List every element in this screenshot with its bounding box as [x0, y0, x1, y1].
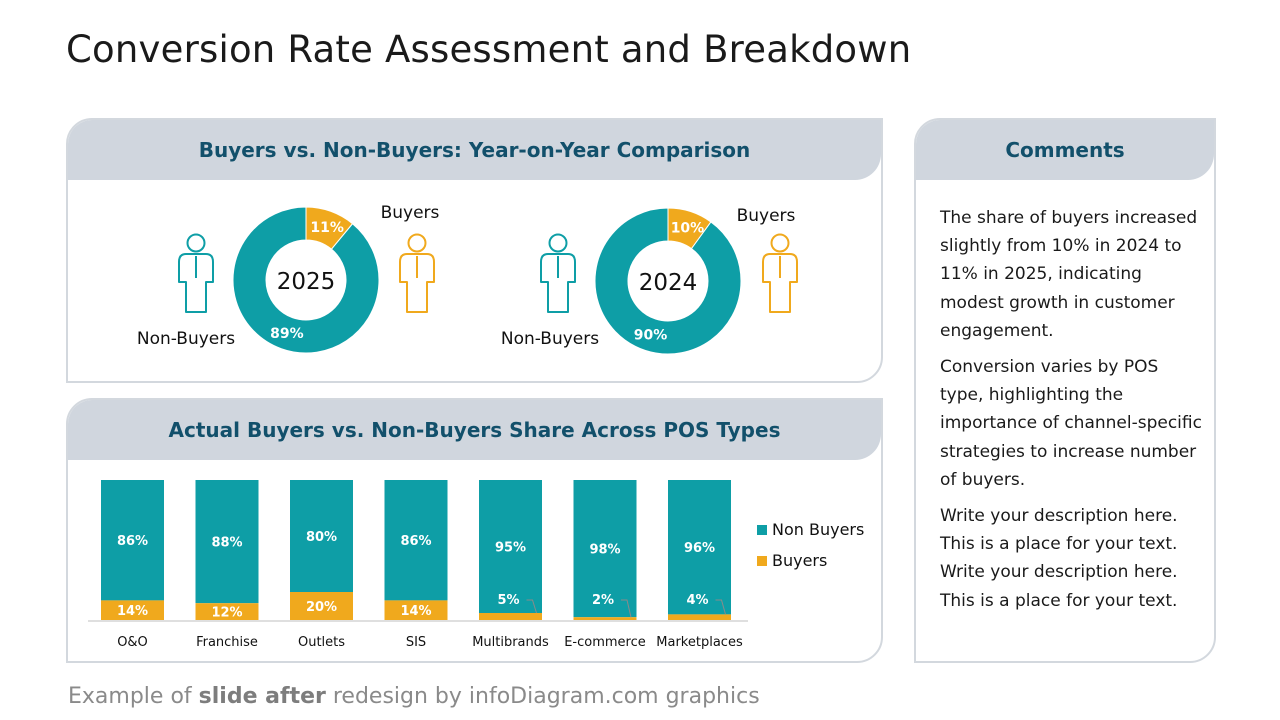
donut-chart-2025: 2025 11% 89% Non-Buyers Buyers	[137, 203, 440, 354]
legend-swatch-buyers	[757, 556, 767, 566]
donut-panel-header: Buyers vs. Non-Buyers: Year-on-Year Comp…	[68, 120, 881, 180]
page-title: Conversion Rate Assessment and Breakdown	[66, 28, 912, 71]
bar-label-buyers: 4%	[686, 593, 708, 608]
buyer-person-icon	[399, 233, 435, 313]
donut-hole	[267, 241, 345, 319]
donut-legend-buyers: Buyers	[381, 203, 440, 223]
non-buyer-person-icon	[540, 233, 576, 313]
x-tick-label: Marketplaces	[656, 635, 743, 650]
bar-label-non-buyers: 80%	[306, 530, 337, 545]
x-tick-label: Multibrands	[472, 635, 549, 650]
x-tick-label: O&O	[117, 635, 148, 650]
x-tick-label: SIS	[406, 635, 426, 650]
donut-label-non-buyers: 90%	[634, 328, 668, 344]
footer-credit: Example of slide after redesign by infoD…	[68, 684, 760, 709]
bar-label-buyers: 14%	[117, 604, 148, 619]
footer-suffix: redesign by infoDiagram.com graphics	[325, 684, 760, 709]
donut-legend-non-buyers: Non-Buyers	[137, 329, 235, 349]
x-tick-label: Outlets	[298, 635, 345, 650]
footer-prefix: Example of	[68, 684, 199, 709]
person-body	[178, 253, 214, 313]
person-body	[540, 253, 576, 313]
bar-legend: Non Buyers Buyers	[757, 520, 864, 570]
bar-buyers	[668, 614, 731, 620]
bar-buyers	[101, 600, 164, 620]
donut-label-non-buyers: 89%	[270, 326, 304, 342]
buyer-person-icon	[762, 233, 798, 313]
bar-group-1: 88% 12% Franchise	[195, 480, 259, 650]
non-buyer-person-icon	[178, 233, 214, 313]
bar-non-buyers	[101, 480, 164, 601]
person-head	[548, 233, 568, 253]
bar-non-buyers	[195, 480, 259, 604]
comments-panel: Comments The share of buyers increased s…	[914, 118, 1216, 663]
person-head	[770, 233, 790, 253]
bar-group-3: 86% 14% SIS	[384, 480, 448, 650]
donut-slice-non-buyers	[594, 207, 742, 355]
bar-panel-header: Actual Buyers vs. Non-Buyers Share Acros…	[68, 400, 881, 460]
pos-bar-panel: Actual Buyers vs. Non-Buyers Share Acros…	[66, 398, 883, 663]
bar-buyers	[479, 613, 542, 620]
person-body	[762, 253, 798, 313]
bar-group-0: 86% 14% O&O	[101, 480, 164, 650]
donut-comparison-panel: Buyers vs. Non-Buyers: Year-on-Year Comp…	[66, 118, 883, 383]
bar-non-buyers	[668, 480, 731, 615]
bar-label-buyers: 20%	[306, 600, 337, 615]
x-tick-label: Franchise	[196, 635, 258, 650]
donut-center-label: 2025	[277, 269, 336, 295]
donut-label-buyers: 11%	[310, 220, 344, 236]
bar-label-non-buyers: 96%	[684, 541, 715, 556]
legend-swatch-non-buyers	[757, 525, 767, 535]
bar-group-2: 80% 20% Outlets	[290, 480, 353, 650]
bar-buyers	[290, 592, 353, 620]
donut-slice-non-buyers	[232, 206, 380, 354]
bar-label-buyers: 5%	[497, 593, 519, 608]
donut-legend-non-buyers: Non-Buyers	[501, 329, 599, 349]
bar-label-buyers: 12%	[211, 606, 242, 621]
pos-stacked-bar-chart: 86% 14% O&O 88% 12% Franchise 80% 20% Outlets 86%…	[88, 480, 864, 650]
donut-center-label: 2024	[639, 270, 698, 296]
legend-label-buyers: Buyers	[772, 551, 827, 570]
bar-label-buyers: 14%	[400, 604, 431, 619]
bar-buyers	[573, 617, 637, 620]
footer-bold: slide after	[198, 684, 326, 709]
x-tick-label: E-commerce	[564, 635, 646, 650]
bar-label-leader	[526, 599, 537, 614]
bar-non-buyers	[290, 480, 353, 592]
bar-label-leader	[621, 599, 632, 618]
donut-hole	[629, 242, 707, 320]
bar-non-buyers	[479, 480, 542, 613]
comment-paragraph: Write your description here. This is a p…	[940, 506, 1178, 611]
bar-label-non-buyers: 86%	[117, 534, 148, 549]
person-head	[407, 233, 427, 253]
bar-label-non-buyers: 88%	[211, 536, 242, 551]
bar-group-4: 95% 5% Multibrands	[472, 480, 549, 650]
donut-label-buyers: 10%	[671, 220, 705, 236]
bar-non-buyers	[384, 480, 448, 601]
person-head	[186, 233, 206, 253]
bar-label-non-buyers: 86%	[400, 534, 431, 549]
bar-label-leader	[715, 599, 726, 615]
bar-label-buyers: 2%	[592, 593, 614, 608]
legend-label-non-buyers: Non Buyers	[772, 520, 864, 539]
comments-header: Comments	[916, 120, 1214, 180]
comments-body: The share of buyers increased slightly f…	[940, 204, 1202, 623]
bar-non-buyers	[573, 480, 637, 618]
donut-legend-buyers: Buyers	[737, 206, 796, 226]
bar-label-non-buyers: 98%	[589, 543, 620, 558]
donut-chart-2024: 2024 10% 90% Non-Buyers Buyers	[501, 206, 798, 355]
person-body	[399, 253, 435, 313]
comment-paragraph: The share of buyers increased slightly f…	[940, 208, 1198, 341]
comment-paragraph: Conversion varies by POS type, highlight…	[940, 357, 1202, 490]
donut-charts: 2025 11% 89% Non-Buyers Buyers 2024 10% 90% Non-…	[137, 203, 798, 355]
bar-group-5: 98% 2% E-commerce	[564, 480, 646, 650]
bar-buyers	[384, 600, 448, 620]
bar-label-non-buyers: 95%	[495, 541, 526, 556]
bar-buyers	[195, 603, 259, 620]
bar-group-6: 96% 4% Marketplaces	[656, 480, 743, 650]
